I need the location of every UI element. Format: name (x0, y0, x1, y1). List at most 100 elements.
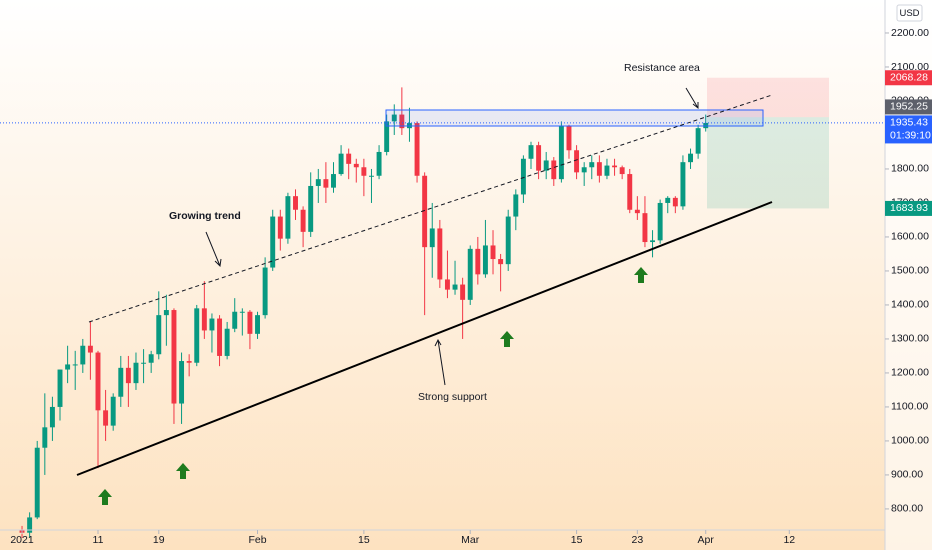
candle-body (672, 197, 678, 207)
candle-body (498, 259, 504, 265)
x-tick-label: 2021 (10, 534, 34, 546)
candle-body (657, 202, 663, 241)
arrow (434, 338, 446, 386)
price-label-box (885, 99, 932, 115)
price-label-box (885, 115, 932, 144)
candle-body (452, 284, 458, 290)
candle-body (467, 248, 473, 300)
arrow (685, 87, 699, 110)
candle-body (95, 352, 101, 411)
x-tick-label: 11 (93, 534, 104, 546)
y-tick-label: 1300.00 (891, 333, 929, 345)
candle-body (65, 364, 71, 370)
candle-body (581, 167, 587, 173)
candle-body (490, 245, 496, 260)
price-label: 1935.43 (890, 117, 928, 129)
y-tick-label: 900.00 (891, 469, 923, 481)
y-tick-label: 1200.00 (891, 367, 929, 379)
x-tick-label: Feb (248, 534, 266, 546)
candle-body (186, 361, 192, 363)
candle-body (414, 123, 420, 176)
candle-body (665, 197, 671, 203)
price-label: 2068.28 (890, 72, 928, 84)
candle-body (110, 396, 116, 426)
candle-body (247, 311, 253, 334)
candle-body (543, 160, 549, 171)
candle-body (277, 216, 283, 239)
candle-body (331, 174, 336, 188)
candle-body (558, 126, 564, 180)
candle-body (513, 194, 519, 217)
candle-body (315, 179, 321, 186)
arrow (205, 231, 222, 268)
price-label-box (885, 70, 932, 86)
candle-body (612, 165, 618, 168)
annotation-arrows (205, 87, 699, 386)
candle-body (133, 362, 139, 384)
x-tick-label: 19 (153, 534, 165, 546)
y-tick-label: 1800.00 (891, 163, 929, 175)
x-tick-label: 15 (571, 534, 583, 546)
candle-body (179, 361, 185, 404)
candle-body (194, 308, 200, 363)
candle-body (224, 328, 230, 356)
candle-body (49, 406, 55, 428)
y-tick-label: 800.00 (891, 503, 923, 515)
candle-body (482, 245, 488, 275)
candle-body (604, 165, 610, 176)
price-label: 1683.93 (890, 202, 928, 214)
candle-body (217, 318, 223, 356)
y-tick-label: 1600.00 (891, 231, 929, 243)
candle-body (285, 196, 291, 239)
candle-body (346, 153, 352, 164)
candle-body (57, 369, 63, 407)
candle-body (376, 151, 382, 176)
candle-body (118, 367, 124, 397)
candle-body (505, 216, 511, 265)
candle-body (429, 228, 435, 248)
candle-body (437, 228, 443, 280)
loss-zone (707, 117, 829, 209)
candle-body (80, 345, 86, 365)
candle-body (34, 447, 40, 518)
candle-body (239, 311, 245, 313)
price-axis (885, 0, 932, 550)
candle-body (163, 310, 169, 316)
candle-body (680, 162, 686, 207)
candle-body (353, 163, 359, 168)
y-tick-label: 1000.00 (891, 435, 929, 447)
up-arrows (98, 267, 648, 505)
resistance-box (385, 109, 764, 127)
price-label: 1952.25 (890, 101, 928, 113)
countdown: 01:39:10 (890, 130, 931, 142)
candle-body (574, 150, 580, 173)
candle-body (589, 162, 595, 168)
up-arrow (176, 463, 190, 479)
candle-body (293, 196, 298, 210)
candle-body (650, 240, 656, 243)
y-tick-label: 1500.00 (891, 265, 929, 277)
y-tick-label: 2100.00 (891, 61, 929, 73)
candle-body (695, 128, 701, 154)
candle-body (72, 364, 78, 366)
up-arrow (98, 489, 112, 505)
candle-body (232, 311, 238, 329)
up-arrow (500, 331, 514, 347)
candle-body (87, 345, 93, 353)
y-tick-label: 1100.00 (891, 401, 928, 413)
currency: USD (899, 8, 919, 19)
annotation: Resistance area (624, 62, 700, 74)
currency-box[interactable] (896, 4, 923, 22)
up-arrow (634, 267, 648, 283)
candle-body (171, 310, 177, 404)
price-label-box (885, 200, 932, 216)
x-tick-label: Apr (698, 534, 715, 546)
candle-body (520, 158, 526, 195)
annotation: Strong support (418, 391, 487, 403)
candle-body (308, 185, 314, 232)
candle-body (141, 362, 147, 364)
support-line (76, 201, 773, 476)
candle-body (460, 284, 466, 300)
